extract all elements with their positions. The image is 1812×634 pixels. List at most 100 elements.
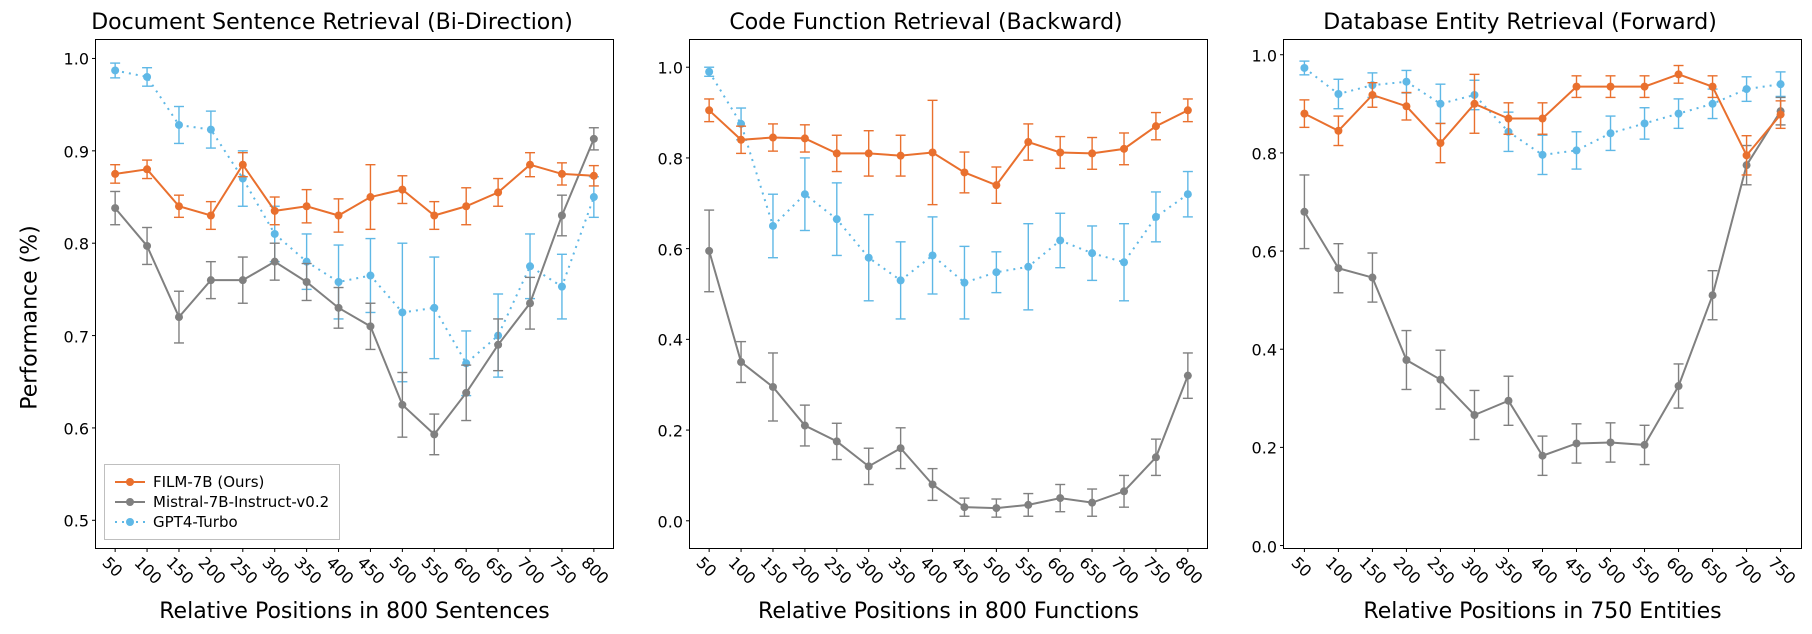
data-point — [1641, 83, 1649, 91]
data-point — [1709, 100, 1717, 108]
data-point — [398, 401, 406, 409]
xtick-label: 50 — [99, 553, 127, 581]
xtick-label: 650 — [482, 553, 517, 588]
data-point — [1056, 236, 1064, 244]
xtick-label: 350 — [290, 553, 325, 588]
xtick-label: 150 — [757, 553, 792, 588]
data-point — [960, 503, 968, 511]
data-point — [111, 204, 119, 212]
xtick-label: 400 — [1526, 553, 1561, 588]
data-point — [462, 202, 470, 210]
data-point — [207, 211, 215, 219]
xtick-label: 450 — [948, 553, 983, 588]
xtick-label: 500 — [1594, 553, 1629, 588]
xtick-label: 600 — [450, 553, 485, 588]
series-gpt4turbo — [110, 63, 599, 396]
xtick-label: 700 — [514, 553, 549, 588]
data-point — [143, 242, 151, 250]
data-point — [737, 358, 745, 366]
plot-svg — [1284, 40, 1801, 548]
series-gpt4turbo — [704, 67, 1193, 319]
data-point — [1709, 291, 1717, 299]
data-point — [1709, 83, 1717, 91]
ytick-label: 0.0 — [658, 512, 683, 531]
data-point — [590, 135, 598, 143]
xtick-label: 650 — [1696, 553, 1731, 588]
data-point — [590, 172, 598, 180]
plot-wrap: 0.50.60.70.80.91.0FILM-7B (Ours)Mistral-… — [50, 39, 614, 549]
data-point — [865, 149, 873, 157]
data-point — [705, 247, 713, 255]
data-point — [335, 211, 343, 219]
xtick-label: 750 — [546, 553, 581, 588]
data-point — [1402, 102, 1410, 110]
panel-title: Database Entity Retrieval (Forward) — [1238, 10, 1802, 35]
data-point — [929, 251, 937, 259]
ytick-label: 0.9 — [64, 142, 89, 161]
data-point — [1777, 111, 1785, 119]
legend-label: Mistral-7B-Instruct-v0.2 — [153, 493, 329, 511]
data-point — [1368, 274, 1376, 282]
data-point — [833, 215, 841, 223]
data-point — [1184, 372, 1192, 380]
ytick-label: 0.6 — [1252, 243, 1277, 262]
data-point — [1539, 115, 1547, 123]
xtick-label: 350 — [1492, 553, 1527, 588]
x-axis-label: Relative Positions in 750 Entities — [1283, 599, 1802, 624]
data-point — [1470, 100, 1478, 108]
xtick-label: 100 — [1322, 553, 1357, 588]
xtick-label: 550 — [1012, 553, 1047, 588]
data-point — [1675, 382, 1683, 390]
data-point — [175, 202, 183, 210]
panels-row: Document Sentence Retrieval (Bi-Directio… — [50, 10, 1802, 624]
xtick-label: 800 — [1171, 553, 1206, 588]
data-point — [1675, 110, 1683, 118]
data-point — [769, 222, 777, 230]
data-point — [271, 207, 279, 215]
xtick-label: 750 — [1764, 553, 1799, 588]
data-point — [1300, 64, 1308, 72]
data-point — [111, 66, 119, 74]
data-point — [1300, 110, 1308, 118]
data-point — [1436, 100, 1444, 108]
plot-area — [1283, 39, 1802, 549]
ytick-label: 0.5 — [64, 512, 89, 531]
data-point — [271, 258, 279, 266]
legend-item: GPT4-Turbo — [115, 513, 329, 531]
data-point — [1184, 106, 1192, 114]
legend-item: Mistral-7B-Instruct-v0.2 — [115, 493, 329, 511]
data-point — [865, 462, 873, 470]
ytick-label: 0.6 — [658, 240, 683, 259]
xtick-label: 150 — [1356, 553, 1391, 588]
data-point — [1573, 83, 1581, 91]
xtick-label: 400 — [322, 553, 357, 588]
data-point — [1056, 148, 1064, 156]
y-axis-label: Performance (%) — [18, 225, 43, 409]
xtick-label: 250 — [1424, 553, 1459, 588]
data-point — [1300, 208, 1308, 216]
data-point — [1504, 397, 1512, 405]
data-point — [1607, 83, 1615, 91]
data-point — [1641, 119, 1649, 127]
data-point — [801, 190, 809, 198]
x-axis-label: Relative Positions in 800 Sentences — [95, 599, 614, 624]
data-point — [462, 389, 470, 397]
data-point — [558, 211, 566, 219]
ytick-column: 0.50.60.70.80.91.0 — [50, 39, 95, 549]
xtick-label: 450 — [1560, 553, 1595, 588]
ytick-label: 0.4 — [1252, 341, 1277, 360]
panel-title: Document Sentence Retrieval (Bi-Directio… — [50, 10, 614, 35]
data-point — [239, 161, 247, 169]
data-point — [1334, 90, 1342, 98]
ytick-label: 1.0 — [658, 59, 683, 78]
data-point — [526, 262, 534, 270]
xtick-row: 5010015020025030035040045050055060065070… — [689, 549, 1208, 599]
data-point — [1641, 441, 1649, 449]
xtick-label: 700 — [1730, 553, 1765, 588]
data-point — [494, 188, 502, 196]
data-point — [175, 121, 183, 129]
xtick-label: 100 — [131, 553, 166, 588]
series-film7b — [110, 153, 599, 232]
ytick-label: 0.8 — [1252, 144, 1277, 163]
data-point — [590, 193, 598, 201]
